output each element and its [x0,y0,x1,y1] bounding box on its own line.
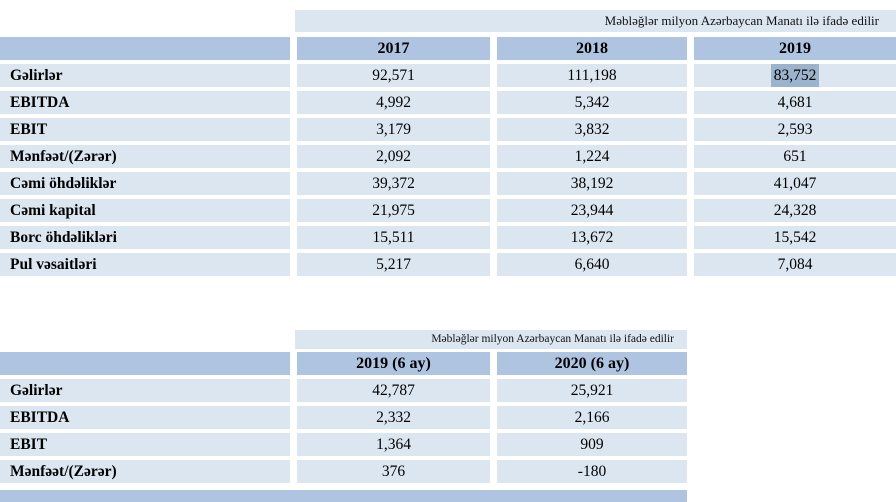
header-year-cell: 2019 [694,37,896,60]
value-cell: 4,992 [297,91,490,114]
row-label-cell: Cəmi kapital [0,199,290,222]
table-header-row: 2017 2018 2019 [0,37,896,60]
value-cell: 2,332 [297,406,490,429]
value-cell: 6,640 [497,253,687,276]
table-row: EBITDA 2,332 2,166 [0,406,687,429]
value-cell: 42,787 [297,379,490,402]
table1-units-note: Məbləğlər milyon Azərbaycan Manatı ilə i… [295,10,896,32]
selected-value-highlight[interactable]: 83,752 [770,64,820,87]
table-row: Gəlirlər 92,571 111,198 83,752 [0,64,896,87]
header-year-cell: 2018 [497,37,687,60]
row-label-cell: Mənfəət/(Zərər) [0,460,290,483]
value-cell: 2,092 [297,145,490,168]
value-cell: 376 [297,460,490,483]
value-cell: 25,921 [497,379,687,402]
value-cell: 38,192 [497,172,687,195]
value-cell: 15,542 [694,226,896,249]
table-row: Borc öhdəlikləri 15,511 13,672 15,542 [0,226,896,249]
value-cell: 111,198 [497,64,687,87]
annual-financials-table: 2017 2018 2019 Gəlirlər 92,571 111,198 83,752 E… [0,37,896,280]
value-cell: 3,832 [497,118,687,141]
value-cell: 5,217 [297,253,490,276]
table-row: Mənfəət/(Zərər) 376 -180 [0,460,687,483]
row-label-cell: Gəlirlər [0,64,290,87]
value-cell: 4,681 [694,91,896,114]
row-label-cell: EBIT [0,433,290,456]
value-cell: 1,364 [297,433,490,456]
value-cell: 5,342 [497,91,687,114]
value-cell: 13,672 [497,226,687,249]
table-row: EBIT 1,364 909 [0,433,687,456]
value-cell: 83,752 [694,64,896,87]
row-label-cell: Pul vəsaitləri [0,253,290,276]
row-label-cell: Mənfəət/(Zərər) [0,145,290,168]
value-cell: 909 [497,433,687,456]
value-cell: 23,944 [497,199,687,222]
header-label-cell [0,37,290,60]
row-label-cell: Cəmi öhdəliklər [0,172,290,195]
table-header-row: 2019 (6 ay) 2020 (6 ay) [0,352,687,375]
value-cell: 39,372 [297,172,490,195]
value-cell: 2,593 [694,118,896,141]
value-cell: 1,224 [497,145,687,168]
table-row: Cəmi öhdəliklər 39,372 38,192 41,047 [0,172,896,195]
table-row: Cəmi kapital 21,975 23,944 24,328 [0,199,896,222]
table-row: Gəlirlər 42,787 25,921 [0,379,687,402]
header-label-cell [0,352,290,375]
row-label-cell: EBITDA [0,406,290,429]
value-cell: 92,571 [297,64,490,87]
row-label-cell: Borc öhdəlikləri [0,226,290,249]
table2-units-note: Məbləğlər milyon Azərbaycan Manatı ilə i… [295,330,687,349]
header-year-cell: 2019 (6 ay) [297,352,490,375]
header-year-cell: 2017 [297,37,490,60]
row-label-cell: EBITDA [0,91,290,114]
table-row: Pul vəsaitləri 5,217 6,640 7,084 [0,253,896,276]
value-cell: 21,975 [297,199,490,222]
row-label-cell: Gəlirlər [0,379,290,402]
header-year-cell: 2020 (6 ay) [497,352,687,375]
half-year-financials-table: 2019 (6 ay) 2020 (6 ay) Gəlirlər 42,787 25,9… [0,352,687,487]
value-cell: 41,047 [694,172,896,195]
value-cell: 24,328 [694,199,896,222]
value-cell: 15,511 [297,226,490,249]
table-row: EBIT 3,179 3,832 2,593 [0,118,896,141]
value-cell: 7,084 [694,253,896,276]
value-cell: 3,179 [297,118,490,141]
row-label-cell: EBIT [0,118,290,141]
table-row: EBITDA 4,992 5,342 4,681 [0,91,896,114]
value-cell: 651 [694,145,896,168]
table-row: Mənfəət/(Zərər) 2,092 1,224 651 [0,145,896,168]
value-cell: 2,166 [497,406,687,429]
next-table-header-partial-strip [0,490,687,502]
value-cell: -180 [497,460,687,483]
